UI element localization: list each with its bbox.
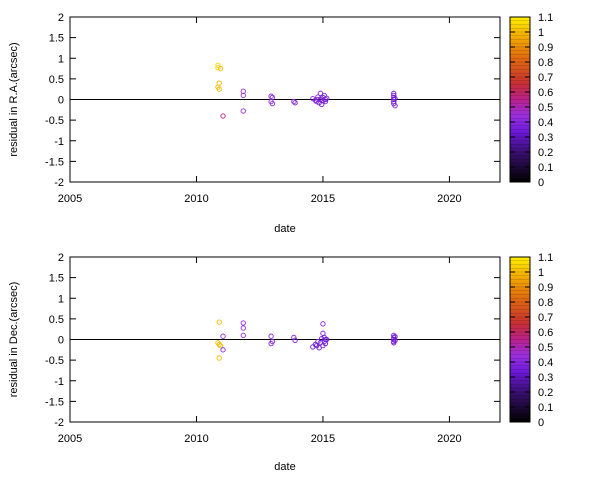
data-point xyxy=(240,332,246,339)
colorbar-tick-label: 0.9 xyxy=(538,282,553,294)
y-tick-label: -1 xyxy=(54,376,64,388)
colorbar-tick-label: 1 xyxy=(538,27,544,39)
colorbar-tick-label: 0.6 xyxy=(538,87,553,99)
data-point xyxy=(268,340,274,347)
colorbar-tick-label: 0 xyxy=(538,417,544,429)
data-point xyxy=(292,100,298,106)
data-point xyxy=(215,65,221,71)
data-point xyxy=(216,341,222,348)
data-point xyxy=(322,98,329,105)
data-point xyxy=(240,320,246,326)
data-point xyxy=(322,96,329,103)
y-tick-label: 1.5 xyxy=(49,33,64,45)
data-point xyxy=(291,98,297,105)
y-tick-label: -1.5 xyxy=(45,156,64,168)
colorbar-tick-label: 1.1 xyxy=(538,252,553,264)
x-tick-label: 2015 xyxy=(311,193,335,205)
colorbar-tick-label: 0.7 xyxy=(538,312,553,324)
x-tick-label: 2020 xyxy=(437,433,461,445)
colorbar-tick-label: 0.6 xyxy=(538,327,553,339)
y-tick-label: -1.5 xyxy=(45,396,64,408)
y-tick-label: -0.5 xyxy=(45,115,64,127)
data-point xyxy=(216,86,222,92)
data-point xyxy=(220,347,226,353)
y-tick-label: 2 xyxy=(58,12,64,24)
data-point xyxy=(240,92,246,99)
data-point xyxy=(215,62,221,68)
data-point xyxy=(324,95,330,101)
data-point xyxy=(268,93,274,99)
colorbar-tick-label: 0.3 xyxy=(538,132,553,144)
y-tick-label: 0.5 xyxy=(49,74,64,86)
chart-dec: -2 -1.5 -1 -0.5 0 0.5 1 1.5 2 2005 2010 2015 2020 dat… xyxy=(8,252,553,473)
colorbar-tick-label: 0.2 xyxy=(538,387,553,399)
data-point xyxy=(216,319,222,325)
y-tick-label: 2 xyxy=(58,252,64,264)
chart-ra: -2 -1.5 -1 -0.5 0 0.5 1 1.5 2 2005 2010 2015 2020 dat… xyxy=(8,12,553,235)
data-point xyxy=(392,96,398,102)
colorbar-tick-label: 0.7 xyxy=(538,72,553,84)
x-tick-label: 2005 xyxy=(58,433,82,445)
colorbar-tick-label: 0.5 xyxy=(538,342,553,354)
colorbar xyxy=(509,16,531,183)
data-point xyxy=(320,321,326,327)
data-point xyxy=(392,333,398,340)
y-tick-label: 1.5 xyxy=(49,273,64,285)
data-point xyxy=(392,337,398,343)
colorbar-tick-label: 0.4 xyxy=(538,117,553,129)
y-axis-label: residual in R.A.(arcsec) xyxy=(8,42,20,156)
data-point xyxy=(217,65,224,72)
data-point xyxy=(240,325,246,331)
data-point xyxy=(220,113,226,119)
data-point xyxy=(315,96,321,103)
colorbar-tick-label: 1.1 xyxy=(538,12,553,24)
x-axis-label: date xyxy=(274,461,295,473)
x-tick-label: 2010 xyxy=(184,433,208,445)
data-point xyxy=(320,98,326,104)
data-point xyxy=(220,333,226,339)
x-tick-label: 2005 xyxy=(58,193,82,205)
data-point xyxy=(268,333,274,339)
y-tick-label: -0.5 xyxy=(45,355,64,367)
data-point xyxy=(292,337,298,343)
x-tick-label: 2010 xyxy=(184,193,208,205)
data-point xyxy=(315,338,321,345)
data-point xyxy=(269,100,276,107)
y-tick-label: 1 xyxy=(58,53,64,65)
colorbar-tick-label: 0.1 xyxy=(538,162,553,174)
y-tick-label: -2 xyxy=(54,177,64,189)
colorbar-tick-label: 0.1 xyxy=(538,402,553,414)
x-axis-label: date xyxy=(274,223,295,235)
data-point xyxy=(217,343,224,349)
colorbar-tick-label: 0.4 xyxy=(538,357,553,369)
y-tick-label: -1 xyxy=(54,136,64,148)
data-point xyxy=(216,355,222,361)
y-tick-label: -2 xyxy=(54,417,64,429)
y-tick-label: 0 xyxy=(58,95,64,107)
data-point xyxy=(312,97,319,103)
x-tick-label: 2015 xyxy=(311,433,335,445)
colorbar-tick-label: 0.5 xyxy=(538,102,553,114)
y-axis-label: residual in Dec.(arcsec) xyxy=(8,282,20,398)
x-tick-label: 2020 xyxy=(437,193,461,205)
colorbar-tick-label: 0 xyxy=(538,177,544,189)
colorbar-tick-label: 0.2 xyxy=(538,147,553,159)
y-tick-label: 0 xyxy=(58,335,64,347)
y-tick-label: 1 xyxy=(58,293,64,305)
colorbar xyxy=(509,256,531,423)
data-point xyxy=(324,336,330,343)
data-point xyxy=(291,334,297,341)
y-tick-label: 0.5 xyxy=(49,314,64,326)
colorbar-tick-label: 1 xyxy=(538,267,544,279)
colorbar-tick-label: 0.9 xyxy=(538,42,553,54)
data-point xyxy=(392,103,398,109)
colorbar-tick-label: 0.8 xyxy=(538,57,553,69)
colorbar-tick-label: 0.8 xyxy=(538,297,553,309)
data-point xyxy=(320,343,326,349)
colorbar-tick-label: 0.3 xyxy=(538,372,553,384)
data-point xyxy=(240,108,246,114)
